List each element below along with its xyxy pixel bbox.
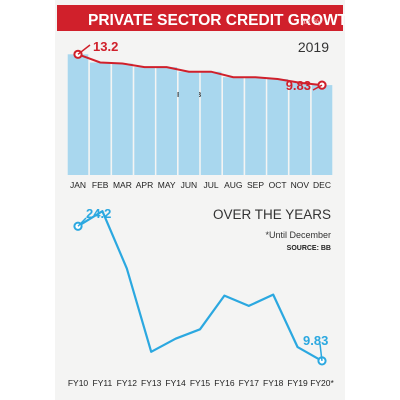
start-point-leader bbox=[77, 44, 91, 55]
month-tick-label: MAY bbox=[158, 180, 176, 190]
yearly-end-label: 9.83 bbox=[303, 333, 328, 348]
month-tick-label: JUL bbox=[204, 180, 219, 190]
year-tick-label: FY12 bbox=[117, 378, 138, 388]
month-tick-label: APR bbox=[136, 180, 153, 190]
month-tick-label: SEP bbox=[247, 180, 264, 190]
bar-jul bbox=[200, 71, 222, 175]
end-point-label: 9.83 bbox=[286, 78, 311, 93]
chart-title: PRIVATE SECTOR CREDIT GROWTH bbox=[88, 12, 358, 29]
year-tick-label: FY10 bbox=[68, 378, 89, 388]
month-tick-label: NOV bbox=[291, 180, 310, 190]
bar-apr bbox=[134, 67, 155, 175]
bar-aug bbox=[223, 77, 244, 175]
start-point-label: 13.2 bbox=[93, 39, 118, 54]
month-tick-label: DEC bbox=[313, 180, 331, 190]
until-december-note: *Until December bbox=[265, 230, 331, 240]
bar-jan bbox=[67, 54, 89, 175]
year-tick-label: FY14 bbox=[165, 378, 186, 388]
bar-mar bbox=[112, 63, 133, 175]
month-tick-label: JAN bbox=[70, 180, 86, 190]
bar-may bbox=[156, 67, 177, 175]
year-tick-label: FY11 bbox=[93, 378, 113, 388]
title-banner bbox=[57, 5, 343, 31]
monthly-trend-line bbox=[77, 53, 323, 87]
yearly-start-label: 24.2 bbox=[86, 206, 111, 221]
year-tick-label: FY20* bbox=[310, 378, 334, 388]
year-tick-label: FY16 bbox=[214, 378, 235, 388]
month-tick-label: OCT bbox=[269, 180, 287, 190]
bar-oct bbox=[267, 79, 288, 175]
month-tick-label: FEB bbox=[92, 180, 109, 190]
end-point-leader bbox=[312, 84, 323, 91]
month-tick-label: MAR bbox=[113, 180, 132, 190]
yearly-trend-line bbox=[77, 210, 323, 362]
month-tick-label: AUG bbox=[224, 180, 242, 190]
year-label: 2019 bbox=[298, 39, 329, 55]
bar-sep bbox=[245, 77, 266, 175]
month-tick-label: JUN bbox=[181, 180, 198, 190]
bar-dec bbox=[311, 85, 333, 175]
year-tick-label: FY15 bbox=[190, 378, 211, 388]
year-tick-label: FY13 bbox=[141, 378, 162, 388]
bar-jun bbox=[178, 71, 200, 175]
over-the-years-title: OVER THE YEARS bbox=[213, 207, 331, 222]
bar-feb bbox=[89, 62, 111, 175]
chart-title-unit: (in %) bbox=[301, 17, 322, 26]
yearly-end-leader bbox=[319, 343, 323, 361]
monthly-2019-chart: JAN FEB MAR APR MAY JUN JUL AUG SEP OCT NOV DEC 13.2… bbox=[67, 39, 333, 190]
yearly-chart: FY10 FY11 FY12 FY13 FY14 FY15 FY16 FY17 FY18 FY19… bbox=[68, 206, 335, 388]
source-label-lower: SOURCE: BB bbox=[287, 245, 331, 252]
year-tick-label: FY18 bbox=[263, 378, 284, 388]
bar-nov bbox=[289, 82, 311, 175]
year-tick-label: FY19 bbox=[287, 378, 308, 388]
yearly-start-leader bbox=[77, 217, 87, 227]
year-tick-label: FY17 bbox=[239, 378, 260, 388]
